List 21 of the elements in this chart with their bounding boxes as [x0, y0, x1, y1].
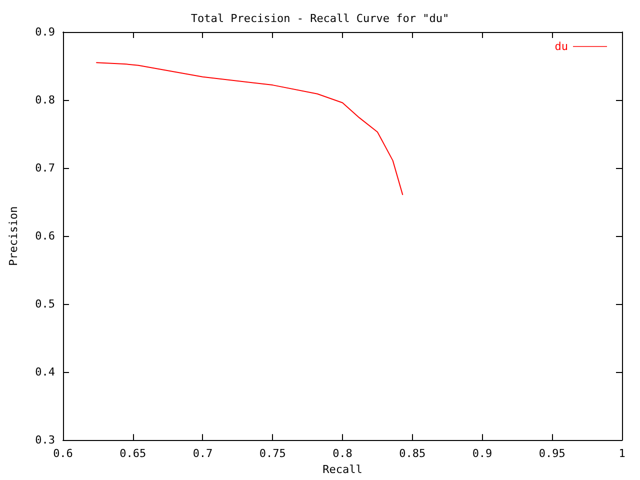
- chart-title: Total Precision - Recall Curve for "du": [190, 12, 450, 25]
- x-tick-label: 0.8: [332, 447, 352, 460]
- x-tick-label: 0.6: [53, 447, 73, 460]
- y-tick-label: 0.6: [35, 230, 55, 243]
- y-tick-label: 0.7: [35, 162, 55, 175]
- x-tick-label: 0.85: [399, 447, 426, 460]
- x-axis-title: Recall: [322, 463, 362, 476]
- y-tick-label: 0.3: [35, 434, 55, 447]
- y-axis-title: Precision: [7, 206, 20, 266]
- legend-label: du: [554, 40, 568, 53]
- x-tick-label: 0.95: [538, 447, 566, 460]
- x-tick-label: 1: [618, 447, 626, 460]
- line-series: [96, 62, 404, 196]
- x-tick-label: 0.7: [192, 447, 213, 460]
- x-tick-label: 0.75: [259, 447, 286, 460]
- x-tick-label: 0.65: [120, 447, 146, 460]
- y-tick-label: 0.4: [35, 366, 56, 379]
- y-tick-label: 0.9: [35, 26, 55, 38]
- y-tick-label: 0.5: [35, 298, 55, 311]
- x-tick-label: 0.9: [472, 447, 492, 460]
- y-tick-label: 0.8: [35, 94, 55, 107]
